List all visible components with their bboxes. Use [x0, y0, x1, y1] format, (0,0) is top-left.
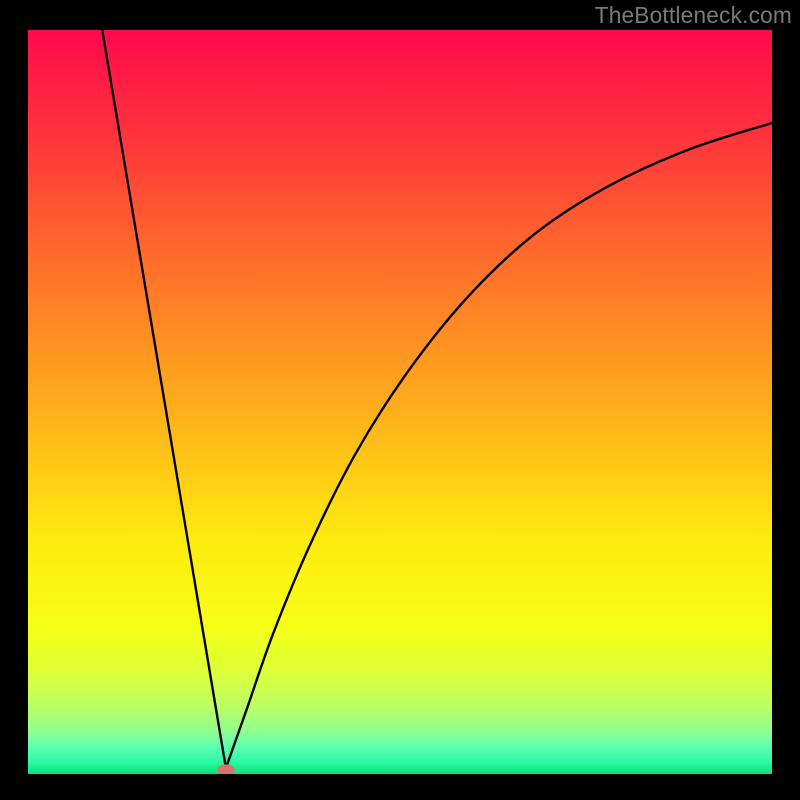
- watermark-text: TheBottleneck.com: [595, 2, 792, 29]
- plot-area: [28, 30, 772, 774]
- chart-container: TheBottleneck.com: [0, 0, 800, 800]
- gradient-background: [28, 30, 772, 774]
- plot-svg: [28, 30, 772, 774]
